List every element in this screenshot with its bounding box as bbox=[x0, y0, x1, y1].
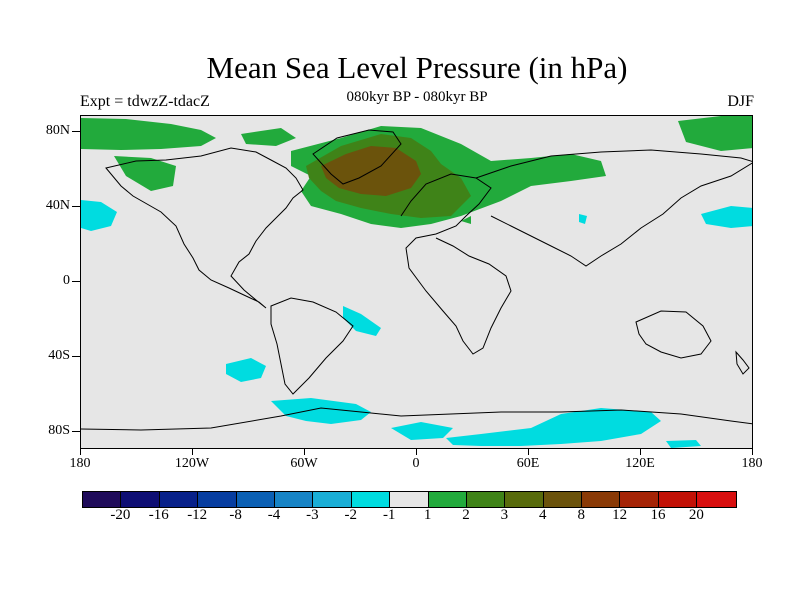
lat-tick bbox=[72, 206, 80, 207]
season-label: DJF bbox=[727, 93, 754, 110]
colorbar-label: 20 bbox=[688, 507, 704, 523]
colorbar-label: -3 bbox=[306, 507, 319, 523]
colorbar-label: 4 bbox=[539, 507, 547, 523]
colorbar-label: 2 bbox=[462, 507, 470, 523]
coastlines bbox=[81, 129, 752, 431]
lat-label-80s: 80S bbox=[48, 423, 70, 438]
lon-label-180e: 180 bbox=[741, 456, 763, 471]
lon-tick bbox=[80, 449, 81, 455]
colorbar-label: -4 bbox=[267, 507, 281, 523]
colorbar-swatch bbox=[198, 492, 237, 507]
colorbar-swatch bbox=[620, 492, 659, 507]
colorbar-swatch bbox=[697, 492, 736, 507]
colorbar-label: -12 bbox=[187, 507, 208, 523]
colorbar-swatch bbox=[582, 492, 621, 507]
colorbar-swatch bbox=[121, 492, 160, 507]
lat-tick bbox=[72, 281, 80, 282]
colorbar-swatch bbox=[658, 492, 698, 507]
colorbar-label: 8 bbox=[577, 507, 585, 523]
lon-tick bbox=[640, 449, 641, 455]
lon-label-60e: 60E bbox=[516, 456, 540, 471]
lon-tick bbox=[528, 449, 529, 455]
colorbar-swatch bbox=[466, 492, 506, 507]
lat-label-40s: 40S bbox=[48, 348, 70, 363]
lon-label-180w: 180 bbox=[69, 456, 91, 471]
lat-tick bbox=[72, 356, 80, 357]
lon-tick bbox=[752, 449, 753, 455]
colorbar-label: 16 bbox=[650, 507, 666, 523]
lat-label-80n: 80N bbox=[45, 123, 70, 138]
lon-label-120w: 120W bbox=[174, 456, 210, 471]
colorbar-label: -2 bbox=[344, 507, 358, 523]
colorbar-label: 1 bbox=[423, 507, 432, 523]
colorbar-swatch bbox=[428, 492, 467, 507]
lat-tick bbox=[72, 131, 80, 132]
lat-label-40n: 40N bbox=[45, 198, 70, 213]
colorbar-swatch bbox=[390, 492, 429, 507]
colorbar-label: -8 bbox=[229, 507, 242, 523]
map-canvas bbox=[81, 116, 752, 448]
colorbar-label: -1 bbox=[382, 507, 396, 523]
experiment-label: Expt = tdwzZ-tdacZ bbox=[80, 93, 210, 110]
lon-label-0: 0 bbox=[412, 456, 420, 471]
anomaly-negative bbox=[81, 200, 752, 448]
map-subtitle: 080kyr BP - 080kyr BP bbox=[346, 89, 488, 105]
colorbar-swatch bbox=[313, 492, 352, 507]
map-panel bbox=[80, 115, 753, 449]
lat-label-0: 0 bbox=[63, 273, 70, 288]
map-title: Mean Sea Level Pressure (in hPa) bbox=[206, 50, 628, 85]
colorbar-swatch bbox=[236, 492, 275, 507]
lon-tick bbox=[304, 449, 305, 455]
colorbar-label: -16 bbox=[148, 507, 169, 523]
lat-tick bbox=[72, 431, 80, 432]
colorbar-swatch bbox=[159, 492, 199, 507]
lon-label-120e: 120E bbox=[625, 456, 655, 471]
colorbar-swatch bbox=[274, 492, 314, 507]
colorbar-label: 3 bbox=[500, 507, 509, 523]
lon-label-60w: 60W bbox=[290, 456, 318, 471]
colorbar-label: -20 bbox=[110, 507, 131, 523]
colorbar bbox=[82, 491, 737, 508]
lon-tick bbox=[192, 449, 193, 455]
colorbar-swatch bbox=[83, 492, 122, 507]
colorbar-swatch bbox=[505, 492, 544, 507]
colorbar-swatch bbox=[351, 492, 391, 507]
colorbar-label: 12 bbox=[612, 507, 628, 523]
colorbar-swatch bbox=[543, 492, 583, 507]
lon-tick bbox=[416, 449, 417, 455]
